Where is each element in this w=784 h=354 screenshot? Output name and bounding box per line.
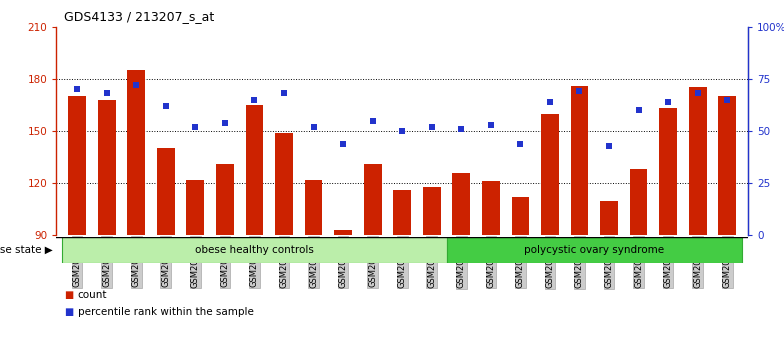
Bar <box>187 180 204 235</box>
Text: percentile rank within the sample: percentile rank within the sample <box>78 307 253 317</box>
Text: count: count <box>78 290 107 299</box>
Bar <box>482 182 499 235</box>
Bar <box>718 96 736 235</box>
Text: ■: ■ <box>64 307 74 317</box>
Bar <box>541 114 559 235</box>
Text: ■: ■ <box>64 290 74 299</box>
Bar <box>275 133 293 235</box>
Bar <box>98 100 115 235</box>
Bar <box>452 173 470 235</box>
Bar <box>334 230 352 235</box>
Text: GDS4133 / 213207_s_at: GDS4133 / 213207_s_at <box>64 10 215 23</box>
Bar <box>63 237 447 263</box>
Text: disease state ▶: disease state ▶ <box>0 245 53 255</box>
Bar <box>659 108 677 235</box>
Bar <box>601 201 618 235</box>
Bar <box>245 105 263 235</box>
Bar <box>689 87 706 235</box>
Bar <box>127 70 145 235</box>
Bar <box>305 180 322 235</box>
Bar <box>571 86 588 235</box>
Bar <box>216 164 234 235</box>
Text: polycystic ovary syndrome: polycystic ovary syndrome <box>524 245 664 255</box>
Bar <box>447 237 742 263</box>
Bar <box>394 190 411 235</box>
Text: obese healthy controls: obese healthy controls <box>195 245 314 255</box>
Bar <box>364 164 382 235</box>
Bar <box>157 148 175 235</box>
Bar <box>630 169 648 235</box>
Bar <box>423 187 441 235</box>
Bar <box>68 96 86 235</box>
Bar <box>511 197 529 235</box>
